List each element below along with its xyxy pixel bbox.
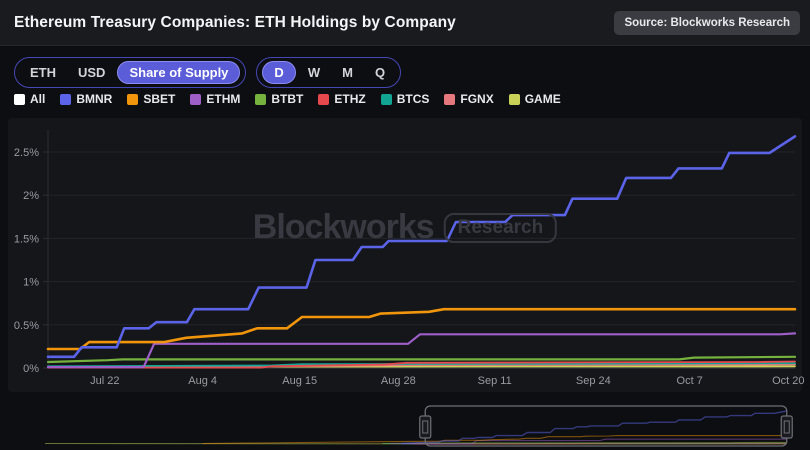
main-chart: 0% 0.5% 1% 1.5% 2% 2.5% Jul 22 Aug 4 Aug 15 Aug 2… [14, 130, 804, 387]
ytick-label: 0% [23, 363, 39, 375]
brush-handle-grip [783, 420, 790, 434]
brush-handle-right[interactable] [780, 415, 793, 439]
legend-swatch-game [508, 93, 520, 105]
xtick-label: Sep 24 [576, 375, 611, 387]
interval-option-m[interactable]: M [342, 65, 353, 80]
legend-item-all[interactable]: All [14, 92, 45, 106]
xtick-label: Aug 4 [188, 375, 217, 387]
xtick-label: Oct 7 [677, 375, 703, 387]
series-line-BTCS [47, 362, 796, 368]
header: Ethereum Treasury Companies: ETH Holding… [0, 0, 810, 46]
brush-series-line-BMNR [401, 410, 787, 445]
legend-swatch-all [14, 93, 25, 105]
brush-handle-body[interactable] [780, 415, 793, 439]
legend-item-fgnx[interactable]: FGNX [444, 92, 494, 106]
series-line-BTBT [46, 355, 797, 364]
legend-swatch-fgnx [444, 93, 456, 105]
xtick-label: Aug 15 [282, 375, 317, 387]
xtick-label: Aug 28 [381, 375, 416, 387]
xtick-label: Sep 11 [478, 375, 512, 387]
xtick-label: Jul 22 [90, 375, 119, 387]
legend-label: All [30, 92, 46, 106]
ytick-label: 1% [23, 277, 39, 289]
unit-option-eth[interactable]: ETH [30, 65, 56, 80]
series-line-BMNR [46, 135, 797, 359]
legend-label: ETHZ [334, 92, 366, 106]
chart-card: 0% 0.5% 1% 1.5% 2% 2.5% Jul 22 Aug 4 Aug 15 Aug 2… [8, 118, 804, 392]
ytick-label: 2% [23, 190, 39, 202]
brush-series-line-ETHM [389, 438, 787, 445]
legend-label: FGNX [460, 92, 494, 106]
legend-swatch-btcs [380, 93, 392, 105]
brush-series-line-BTBT [382, 441, 787, 445]
legend-swatch-sbet [127, 93, 139, 105]
unit-option-share-of-supply[interactable]: Share of Supply [117, 61, 241, 84]
series-line-ETHM [46, 332, 797, 369]
legend-label: SBET [143, 92, 176, 106]
xtick-label: Oct 20 [772, 375, 804, 387]
legend-item-game[interactable]: GAME [508, 92, 561, 106]
legend-item-btbt[interactable]: BTBT [255, 92, 303, 106]
page-title: Ethereum Treasury Companies: ETH Holding… [14, 13, 456, 31]
legend-swatch-btbt [255, 93, 267, 105]
source-badge: Source: Blockworks Research [614, 10, 800, 35]
legend-label: BMNR [76, 92, 113, 106]
legend-item-ethz[interactable]: ETHZ [318, 92, 366, 106]
legend-row: All BMNR SBET ETHM BTBT ETHZ BTCS FGNX GAME [14, 92, 561, 106]
brush-minimap[interactable] [44, 402, 795, 450]
legend-label: BTCS [396, 92, 430, 106]
ytick-label: 2.5% [14, 147, 39, 159]
interval-option-d[interactable]: D [262, 61, 296, 84]
brush-handle-body[interactable] [419, 415, 432, 439]
legend-item-ethm[interactable]: ETHM [190, 92, 240, 106]
legend-label: GAME [524, 92, 561, 106]
brush-handle-grip [422, 420, 429, 434]
series-line-ETHZ [47, 360, 796, 369]
legend-label: BTBT [271, 92, 304, 106]
unit-toggle-group: ETH USD Share of Supply [14, 57, 247, 88]
ytick-label: 0.5% [14, 320, 39, 332]
legend-item-bmnr[interactable]: BMNR [60, 92, 112, 106]
legend-label: ETHM [206, 92, 241, 106]
unit-option-usd[interactable]: USD [78, 65, 106, 80]
interval-option-w[interactable]: W [307, 65, 321, 80]
legend-item-sbet[interactable]: SBET [127, 92, 175, 106]
legend-swatch-ethm [190, 93, 202, 105]
interval-option-q[interactable]: Q [374, 65, 386, 80]
legend-swatch-ethz [318, 93, 330, 105]
ytick-label: 1.5% [14, 233, 39, 245]
legend-swatch-bmnr [60, 93, 72, 105]
brush-handle-left[interactable] [419, 415, 432, 439]
series-line-SBET [46, 307, 797, 351]
legend-item-btcs[interactable]: BTCS [380, 92, 430, 106]
